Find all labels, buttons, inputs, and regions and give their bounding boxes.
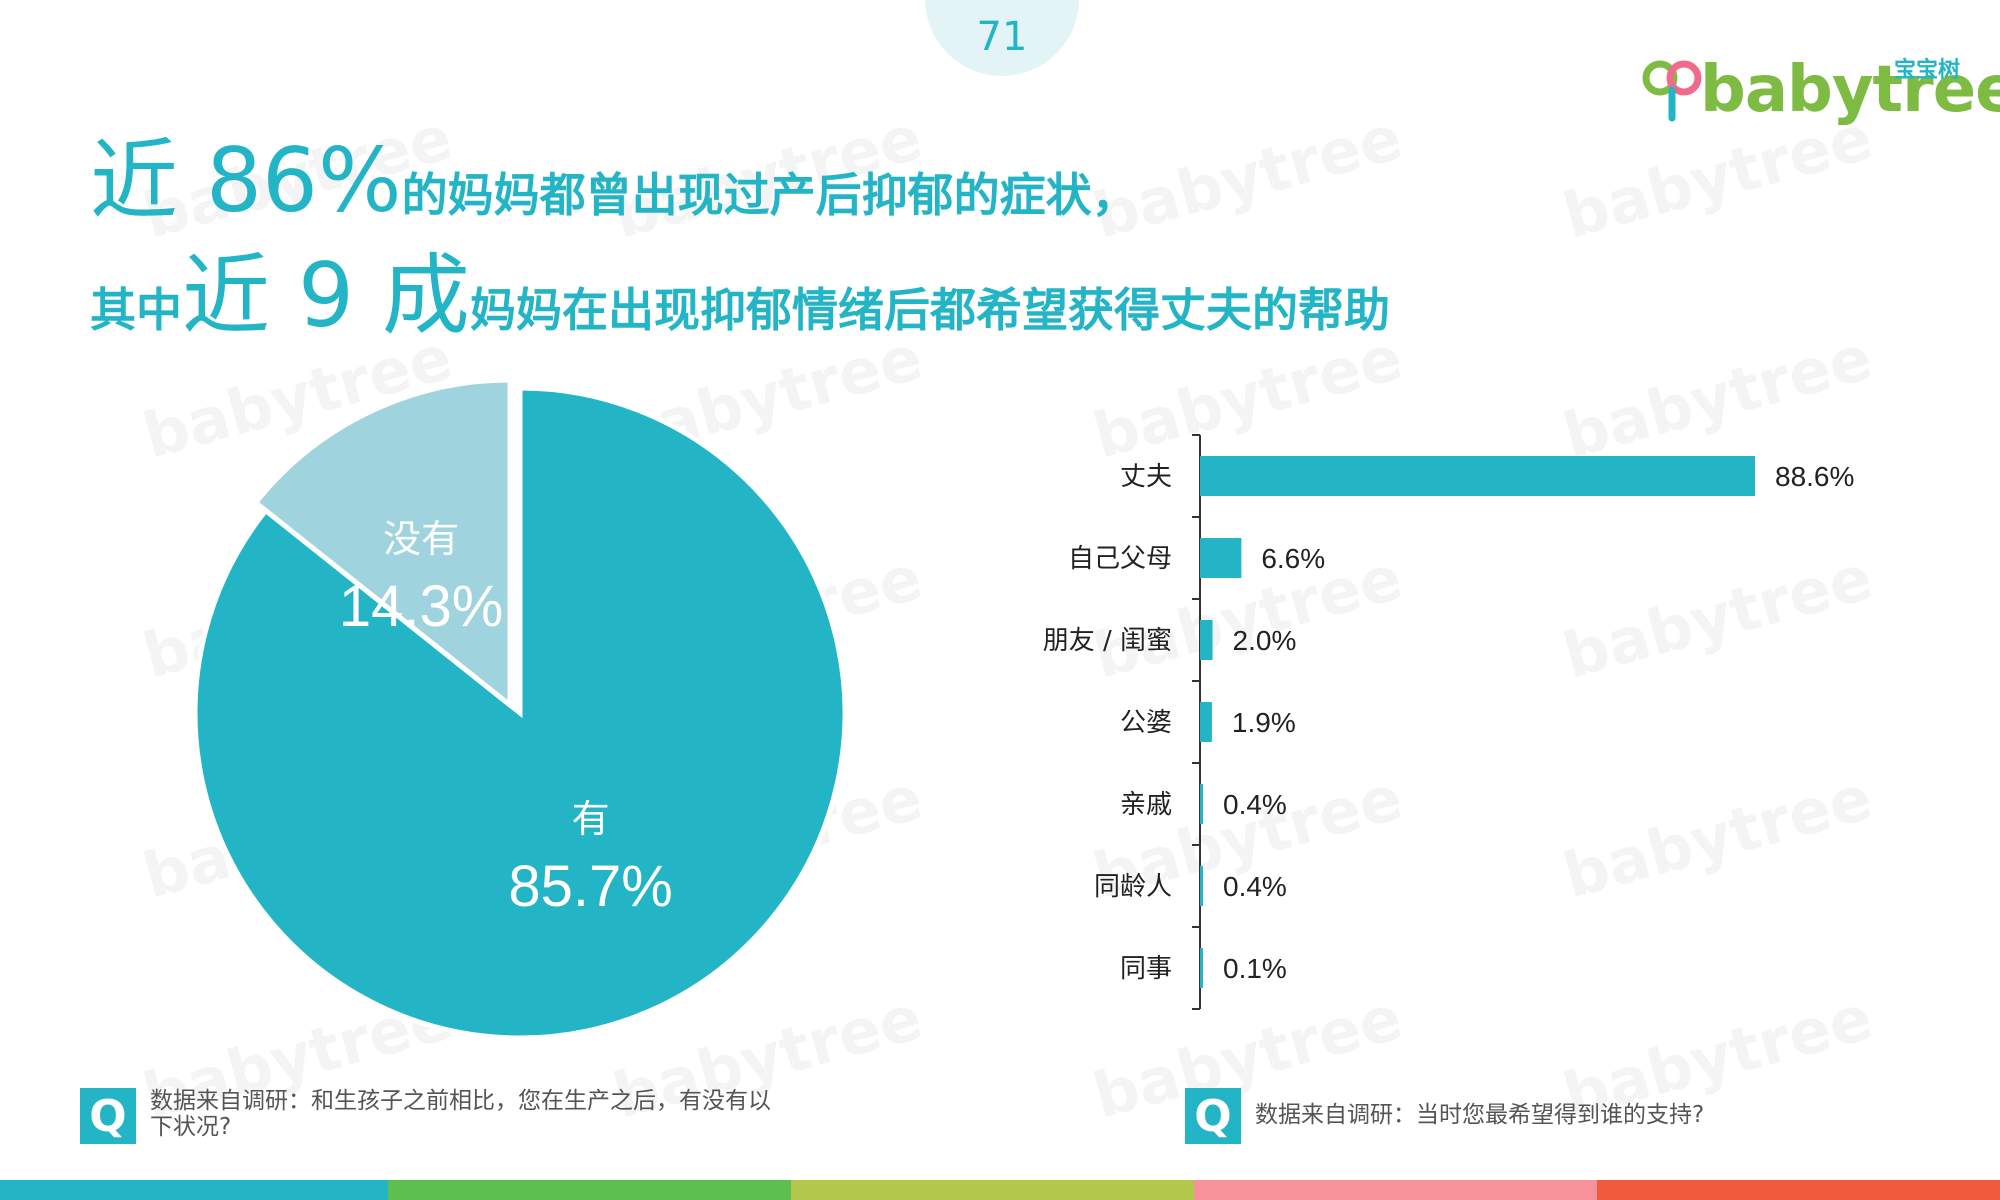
bar xyxy=(1200,620,1213,660)
bar-value-label: 6.6% xyxy=(1261,543,1325,574)
logo-chinese-name: 宝宝树 xyxy=(1893,58,1960,83)
bar-value-label: 0.4% xyxy=(1223,871,1287,902)
footnote-right: Q 数据来自调研：当时您最希望得到谁的支持? xyxy=(1185,1088,1855,1144)
pie-chart: 有 85.7% 没有 14.3% xyxy=(192,377,848,1041)
bar-category-label: 同事 xyxy=(1120,954,1172,984)
bar xyxy=(1200,702,1212,742)
pie-value-label: 14.3% xyxy=(339,574,503,639)
bar-category-label: 自己父母 xyxy=(1068,544,1172,574)
title-text-2: 妈妈在出现抑郁情绪后都希望获得丈夫的帮助 xyxy=(469,283,1390,337)
title-text-1: 的妈妈都曾出现过产后抑郁的症状， xyxy=(401,168,1138,222)
color-strip-segment xyxy=(1597,1180,2000,1200)
pie-category-label: 有 xyxy=(572,797,610,841)
logo-wordmark: babytree xyxy=(1700,53,2000,127)
bar xyxy=(1200,866,1203,906)
bar-value-label: 2.0% xyxy=(1233,625,1297,656)
bar-category-label: 同龄人 xyxy=(1094,872,1172,902)
title-highlight-9: 近 9 成 xyxy=(182,244,470,347)
bottom-color-strip xyxy=(0,1180,2000,1200)
pie-slice xyxy=(192,385,848,1041)
page-number: 71 xyxy=(976,14,1028,60)
bar-category-label: 朋友 / 闺蜜 xyxy=(1043,626,1172,656)
bar xyxy=(1200,538,1242,578)
title-highlight-86: 近 86% xyxy=(90,129,402,232)
footnote-left: Q 数据来自调研：和生孩子之前相比，您在生产之后，有没有以下状况? xyxy=(80,1088,790,1144)
bar xyxy=(1200,948,1203,988)
bar-category-label: 公婆 xyxy=(1120,708,1172,738)
pie-slice xyxy=(252,377,513,711)
pie-category-label: 没有 xyxy=(383,517,459,561)
bar-category-label: 丈夫 xyxy=(1120,462,1172,492)
bar-chart: 丈夫 88.6% 自己父母 6.6% 朋友 / 闺蜜 2.0% 公婆 1.9% 亲戚 0.4% 同龄… xyxy=(1043,434,1854,1010)
footnote-left-text: 数据来自调研：和生孩子之前相比，您在生产之后，有没有以下状况? xyxy=(150,1088,771,1140)
color-strip-segment xyxy=(1194,1180,1597,1200)
color-strip-segment xyxy=(791,1180,1194,1200)
page-title-line-2: 其中近 9 成妈妈在出现抑郁情绪后都希望获得丈夫的帮助 xyxy=(90,225,1390,352)
color-strip-segment xyxy=(0,1180,388,1200)
bar-value-label: 1.9% xyxy=(1232,707,1296,738)
color-strip-segment xyxy=(388,1180,791,1200)
bar-value-label: 0.1% xyxy=(1223,953,1287,984)
footnote-right-text: 数据来自调研：当时您最希望得到谁的支持? xyxy=(1255,1102,1705,1128)
pie-value-label: 85.7% xyxy=(508,854,672,919)
bar-value-label: 0.4% xyxy=(1223,789,1287,820)
bar-category-label: 亲戚 xyxy=(1120,790,1172,820)
question-badge-icon: Q xyxy=(1185,1088,1241,1144)
title-lead-text: 其中 xyxy=(90,283,182,337)
bar-value-label: 88.6% xyxy=(1775,461,1854,492)
babytree-logo-icon xyxy=(1642,60,1702,122)
page-title-line-1: 近 86%的妈妈都曾出现过产后抑郁的症状， xyxy=(90,110,1138,237)
question-badge-icon: Q xyxy=(80,1088,136,1144)
babytree-logo: babytree 宝宝树 xyxy=(1640,48,2000,128)
bar xyxy=(1200,456,1755,496)
bar xyxy=(1200,784,1203,824)
